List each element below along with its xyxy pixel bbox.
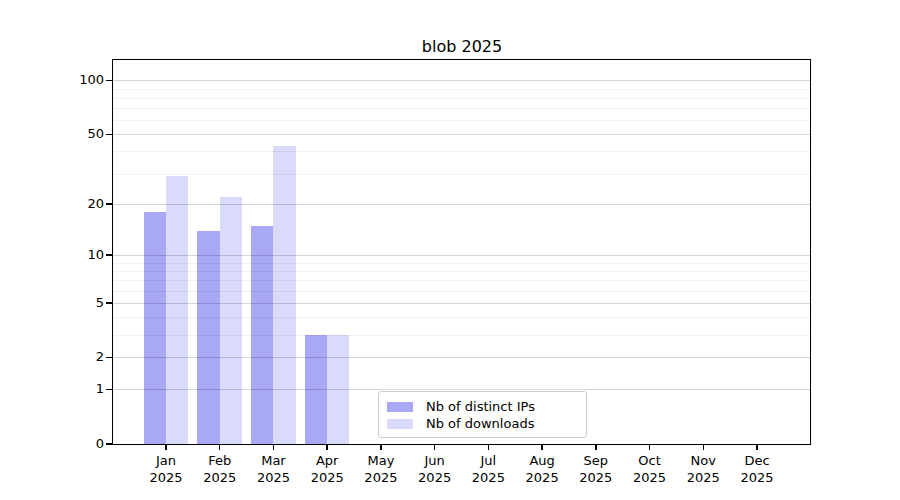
x-tick-mark	[595, 445, 597, 450]
y-gridline-minor	[113, 98, 810, 99]
x-tick-mark	[434, 445, 436, 450]
y-tick-mark	[106, 357, 113, 359]
x-tick-mark	[488, 445, 490, 450]
legend-entry-distinct-ips: Nb of distinct IPs	[387, 398, 586, 415]
y-gridline-minor	[113, 271, 810, 272]
x-tick-year: 2025	[714, 469, 800, 486]
x-tick-mark	[326, 445, 328, 450]
y-gridline-major	[113, 255, 810, 256]
bar-distinct-ips	[144, 212, 166, 444]
y-gridline-minor	[113, 263, 810, 264]
y-tick-label: 10	[20, 246, 104, 264]
legend-label-distinct-ips: Nb of distinct IPs	[426, 399, 535, 414]
y-tick-mark	[106, 254, 113, 256]
legend-swatch-downloads	[387, 419, 413, 429]
bar-downloads	[166, 176, 188, 444]
legend-swatch-distinct-ips	[387, 402, 413, 412]
y-gridline-minor	[113, 174, 810, 175]
x-tick-mark	[703, 445, 705, 450]
y-gridline-minor	[113, 291, 810, 292]
y-tick-mark	[106, 134, 113, 136]
chart-title: blob 2025	[113, 37, 811, 56]
y-gridline-major	[113, 357, 810, 358]
y-gridline-minor	[113, 151, 810, 152]
y-gridline-minor	[113, 89, 810, 90]
legend-label-downloads: Nb of downloads	[426, 416, 534, 431]
x-tick-mark	[165, 445, 167, 450]
y-tick-label: 100	[20, 71, 104, 89]
x-tick-label: Dec2025	[714, 452, 800, 486]
y-tick-label: 50	[20, 125, 104, 143]
y-gridline-major	[113, 303, 810, 304]
legend-entry-downloads: Nb of downloads	[387, 415, 586, 432]
y-gridline-minor	[113, 280, 810, 281]
y-gridline-major	[113, 204, 810, 205]
y-gridline-major	[113, 80, 810, 81]
x-tick-mark	[273, 445, 275, 450]
y-tick-mark	[106, 80, 113, 82]
y-tick-label: 0	[20, 435, 104, 453]
x-tick-mark	[756, 445, 758, 450]
y-tick-mark	[106, 302, 113, 304]
x-tick-mark	[219, 445, 221, 450]
y-gridline-minor	[113, 335, 810, 336]
y-gridline-minor	[113, 317, 810, 318]
x-tick-mark	[541, 445, 543, 450]
legend: Nb of distinct IPs Nb of downloads	[378, 391, 587, 438]
y-gridline-minor	[113, 108, 810, 109]
y-tick-label: 5	[20, 294, 104, 312]
bar-downloads	[220, 197, 242, 444]
y-tick-label: 2	[20, 348, 104, 366]
x-tick-mark	[649, 445, 651, 450]
y-tick-mark	[106, 389, 113, 391]
y-gridline-major	[113, 134, 810, 135]
bar-downloads	[273, 146, 295, 444]
y-tick-label: 20	[20, 195, 104, 213]
y-gridline-minor	[113, 120, 810, 121]
x-tick-month: Dec	[714, 452, 800, 469]
y-tick-mark	[106, 443, 113, 445]
figure: blob 2025 0125102050100 Jan2025Feb2025Ma…	[0, 0, 900, 500]
y-tick-mark	[106, 203, 113, 205]
plot-area	[113, 60, 810, 444]
y-tick-label: 1	[20, 380, 104, 398]
x-tick-mark	[380, 445, 382, 450]
